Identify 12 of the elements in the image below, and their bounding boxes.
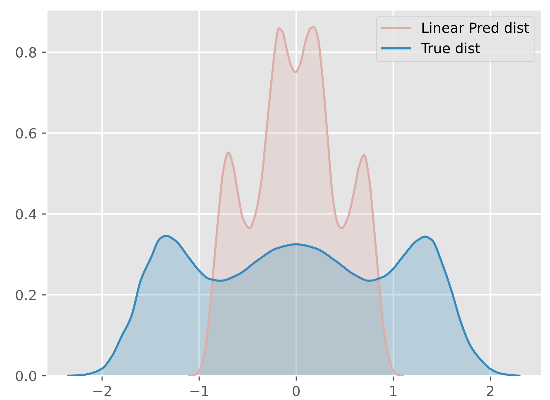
x-tick-label: 0 <box>292 386 300 396</box>
x-tick-label: −1 <box>190 386 208 396</box>
x-tick-label: 2 <box>487 386 494 396</box>
y-tick-label: 0.4 <box>16 209 37 220</box>
y-tick-label: 0.8 <box>16 47 36 58</box>
x-tick-label: 1 <box>390 386 397 396</box>
y-tick-label: 0.0 <box>16 370 36 382</box>
y-tick-label: 0.6 <box>16 128 36 139</box>
legend-label: Linear Pred dist <box>422 22 530 34</box>
y-tick-label: 0.2 <box>16 290 36 301</box>
legend-label: True dist <box>421 42 480 54</box>
x-tick-label: −2 <box>94 386 112 396</box>
